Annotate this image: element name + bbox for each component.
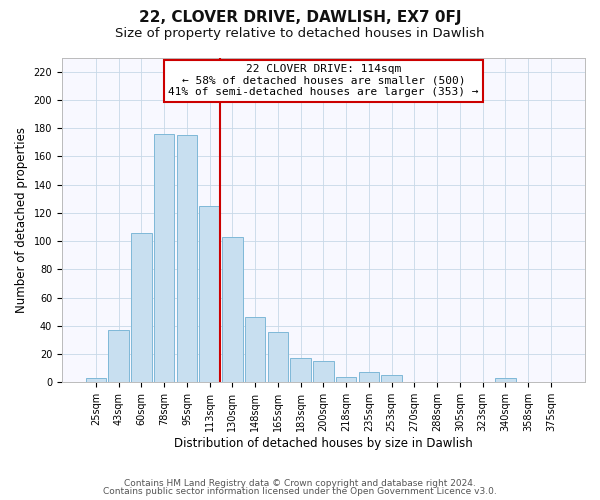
Text: Contains HM Land Registry data © Crown copyright and database right 2024.: Contains HM Land Registry data © Crown c… — [124, 478, 476, 488]
Bar — [359, 372, 379, 382]
X-axis label: Distribution of detached houses by size in Dawlish: Distribution of detached houses by size … — [174, 437, 473, 450]
Bar — [336, 376, 356, 382]
Y-axis label: Number of detached properties: Number of detached properties — [15, 127, 28, 313]
Bar — [86, 378, 106, 382]
Text: Contains public sector information licensed under the Open Government Licence v3: Contains public sector information licen… — [103, 487, 497, 496]
Bar — [154, 134, 175, 382]
Bar — [290, 358, 311, 382]
Bar — [176, 135, 197, 382]
Bar — [382, 376, 402, 382]
Text: 22, CLOVER DRIVE, DAWLISH, EX7 0FJ: 22, CLOVER DRIVE, DAWLISH, EX7 0FJ — [139, 10, 461, 25]
Bar — [109, 330, 129, 382]
Text: Size of property relative to detached houses in Dawlish: Size of property relative to detached ho… — [115, 28, 485, 40]
Bar — [313, 361, 334, 382]
Bar — [131, 232, 152, 382]
Text: 22 CLOVER DRIVE: 114sqm
← 58% of detached houses are smaller (500)
41% of semi-d: 22 CLOVER DRIVE: 114sqm ← 58% of detache… — [168, 64, 479, 97]
Bar — [268, 332, 288, 382]
Bar — [245, 318, 265, 382]
Bar — [222, 237, 242, 382]
Bar — [199, 206, 220, 382]
Bar — [495, 378, 516, 382]
